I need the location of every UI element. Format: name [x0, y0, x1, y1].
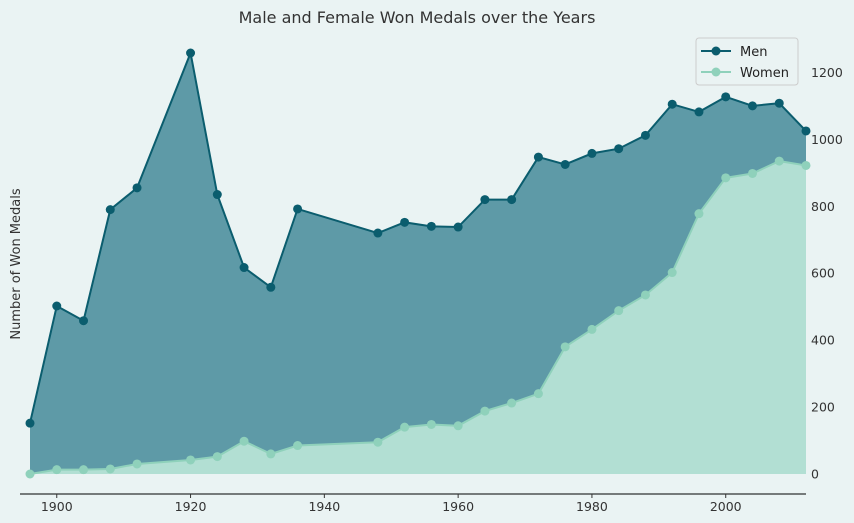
women-point-1904: [79, 465, 89, 475]
women-point-1980: [587, 324, 597, 334]
women-point-1932: [266, 449, 276, 459]
chart-title: Male and Female Won Medals over the Year…: [239, 8, 596, 27]
x-tick-label: 2000: [710, 499, 742, 514]
legend: Men Women: [695, 37, 799, 86]
y-axis-label: Number of Won Medals: [9, 188, 24, 339]
women-point-1948: [373, 437, 383, 447]
y-tick-label: 600: [811, 266, 835, 281]
men-point-1964: [480, 195, 490, 205]
women-point-1992: [667, 268, 677, 278]
women-point-1964: [480, 406, 490, 416]
men-point-1972: [533, 152, 543, 162]
men-point-1968: [507, 195, 517, 205]
x-tick-label: 1900: [41, 499, 73, 514]
legend-women-marker: [711, 67, 721, 77]
women-point-1968: [507, 398, 517, 408]
women-point-1936: [293, 441, 303, 451]
y-tick-label: 800: [811, 199, 835, 214]
point-layer: [25, 48, 811, 479]
men-point-1960: [453, 222, 463, 232]
women-point-1956: [426, 419, 436, 429]
women-point-1900: [52, 465, 62, 475]
y-tick-label: 400: [811, 333, 835, 348]
men-point-1956: [426, 221, 436, 231]
y-tick-label: 1200: [811, 65, 843, 80]
women-point-1912: [132, 459, 142, 469]
y-tick-label: 1000: [811, 132, 843, 147]
men-point-2000: [721, 92, 731, 102]
legend-box: [695, 37, 799, 86]
men-point-1976: [560, 159, 570, 169]
y-tick-label: 200: [811, 400, 835, 415]
men-point-1980: [587, 148, 597, 158]
women-point-1976: [560, 342, 570, 352]
area-layer: [30, 53, 806, 474]
x-tick-label: 1940: [308, 499, 340, 514]
men-point-1904: [79, 316, 89, 326]
women-point-1952: [400, 422, 410, 432]
women-point-1920: [186, 455, 196, 465]
y-axis-ticks: 0 200 400 600 800 1000 1200: [811, 65, 843, 482]
legend-women-label: Women: [740, 66, 789, 81]
women-point-1996: [694, 209, 704, 219]
x-axis-ticks: 1900 1920 1940 1960 1980 2000: [41, 494, 742, 514]
men-point-1988: [640, 130, 650, 140]
men-point-1920: [186, 48, 196, 58]
men-point-1948: [373, 228, 383, 238]
women-point-1908: [105, 464, 115, 474]
legend-men-marker: [711, 46, 721, 56]
men-point-1928: [239, 263, 249, 273]
women-point-2012: [801, 160, 811, 170]
men-point-1932: [266, 282, 276, 292]
women-point-1960: [453, 421, 463, 431]
men-point-1996: [694, 107, 704, 117]
men-point-2012: [801, 126, 811, 136]
men-point-1900: [52, 301, 62, 311]
men-point-1912: [132, 183, 142, 193]
women-point-1988: [640, 290, 650, 300]
women-point-1924: [212, 452, 222, 462]
women-point-1928: [239, 436, 249, 446]
men-point-1908: [105, 205, 115, 215]
women-point-1984: [614, 306, 624, 316]
men-point-1896: [25, 418, 35, 428]
men-point-1952: [400, 217, 410, 227]
women-point-2000: [721, 173, 731, 183]
x-tick-label: 1960: [442, 499, 474, 514]
women-point-1972: [533, 389, 543, 399]
men-point-1936: [293, 204, 303, 214]
men-point-1984: [614, 144, 624, 154]
women-point-1896: [25, 469, 35, 479]
men-point-1924: [212, 190, 222, 200]
women-point-2008: [774, 156, 784, 166]
men-point-2008: [774, 98, 784, 108]
men-point-2004: [747, 101, 757, 111]
women-point-2004: [747, 168, 757, 178]
men-point-1992: [667, 99, 677, 109]
y-tick-label: 0: [811, 467, 819, 482]
women-area: [30, 161, 806, 474]
x-tick-label: 1920: [175, 499, 207, 514]
x-tick-label: 1980: [576, 499, 608, 514]
legend-men-label: Men: [740, 45, 767, 60]
